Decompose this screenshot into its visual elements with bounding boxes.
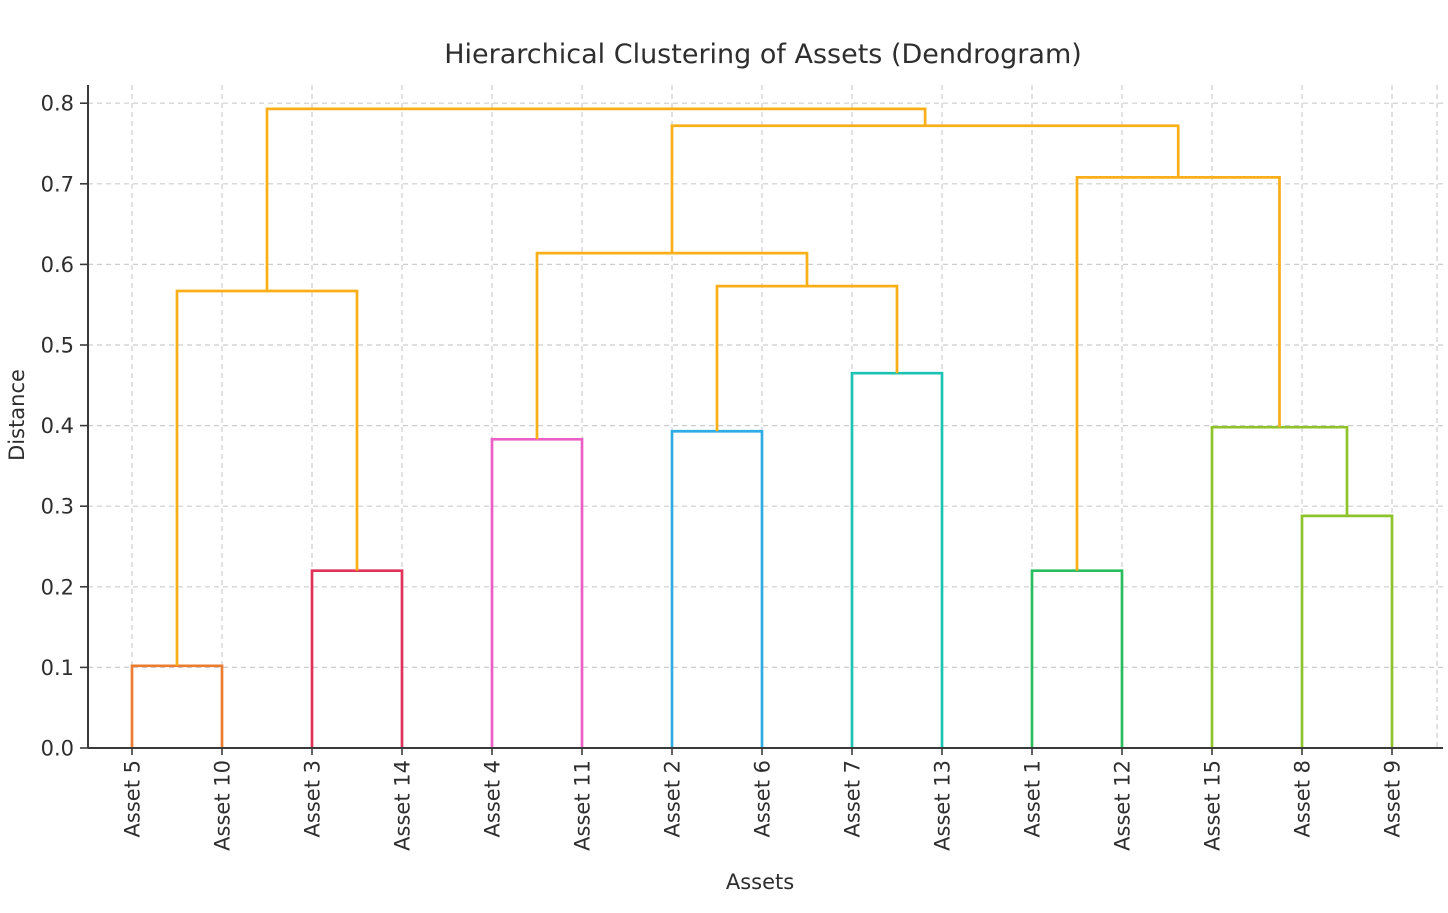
y-axis-label: Distance <box>5 369 29 461</box>
dendrogram-link <box>130 664 224 748</box>
x-leaf-label: Asset 1 <box>1021 760 1045 837</box>
axes-layer: 0.0 0.1 0.2 0.3 0.4 0.5 0.6 0.7 0.8 Asset 5 Asset … <box>41 85 1443 851</box>
x-leaf-label: Asset 15 <box>1201 760 1225 851</box>
x-leaf-label: Asset 3 <box>301 760 325 837</box>
dendrogram-link <box>1075 176 1281 571</box>
dendrogram-link <box>1030 569 1124 748</box>
dendrogram-link <box>265 107 927 291</box>
dendrogram-link <box>670 429 764 748</box>
y-tick-label: 0.3 <box>41 495 74 519</box>
x-leaf-label: Asset 9 <box>1381 760 1405 837</box>
dendrogram-link <box>850 371 944 748</box>
dendrogram-link <box>715 284 899 432</box>
x-leaf-label: Asset 6 <box>751 760 775 837</box>
x-leaf-label: Asset 10 <box>211 760 235 851</box>
dendrogram-link <box>490 437 584 748</box>
x-leaf-label: Asset 13 <box>931 760 955 851</box>
x-leaf-label: Asset 2 <box>661 760 685 837</box>
x-leaf-label: Asset 4 <box>481 760 505 837</box>
dendrogram-links-layer <box>130 107 1394 748</box>
dendrogram-link <box>1210 425 1349 748</box>
dendrogram-link <box>310 569 404 748</box>
y-tick-label: 0.0 <box>41 737 74 761</box>
x-leaf-label: Asset 7 <box>841 760 865 837</box>
y-tick-label: 0.1 <box>41 656 74 680</box>
dendrogram-link <box>175 289 359 666</box>
y-tick-label: 0.7 <box>41 172 74 196</box>
dendrogram-link <box>1300 514 1394 748</box>
y-tick-label: 0.4 <box>41 414 74 438</box>
x-leaf-label: Asset 5 <box>121 760 145 837</box>
grid-layer <box>88 85 1443 748</box>
y-tick-label: 0.2 <box>41 575 74 599</box>
y-tick-label: 0.8 <box>41 92 74 116</box>
chart-title: Hierarchical Clustering of Assets (Dendr… <box>444 39 1082 70</box>
dendrogram-link <box>670 124 1180 254</box>
x-leaf-label: Asset 11 <box>571 760 595 851</box>
x-axis-label: Assets <box>726 870 794 894</box>
x-leaf-label: Asset 12 <box>1111 760 1135 851</box>
y-tick-label: 0.6 <box>41 253 74 277</box>
x-leaf-label: Asset 8 <box>1291 760 1315 837</box>
y-tick-label: 0.5 <box>41 334 74 358</box>
x-leaf-label: Asset 14 <box>391 760 415 851</box>
